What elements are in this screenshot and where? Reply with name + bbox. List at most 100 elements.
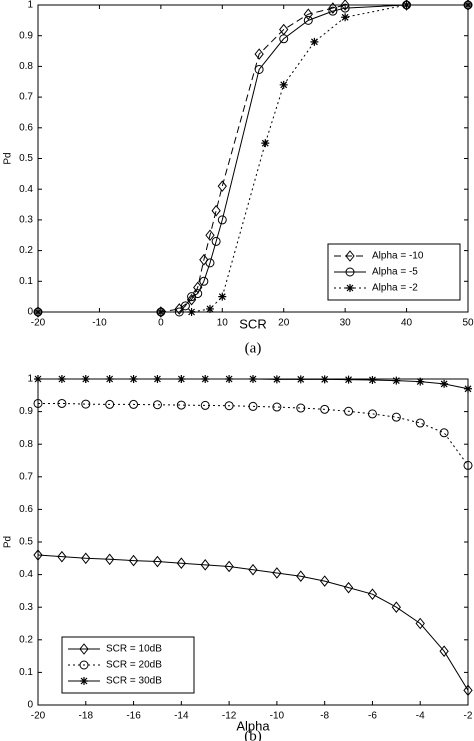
- data-point: [156, 306, 166, 318]
- legend-marker: [345, 250, 355, 262]
- y-tick-label: 0.9: [19, 406, 33, 417]
- legend-label: Alpha = -10: [372, 251, 424, 262]
- data-point: [129, 375, 138, 383]
- data-point: [152, 555, 163, 568]
- y-tick-label: 0.1: [19, 667, 33, 678]
- data-point: [272, 375, 281, 384]
- data-point: [368, 375, 377, 384]
- data-point: [401, 0, 412, 11]
- y-tick-label: 0.4: [19, 569, 33, 580]
- data-point: [193, 289, 203, 299]
- x-tick-label: -10: [270, 711, 285, 722]
- data-point: [217, 215, 227, 225]
- y-tick-label: 1: [27, 374, 33, 385]
- y-tick-label: 0.2: [19, 634, 33, 645]
- data-point: [193, 281, 203, 294]
- data-point: [367, 409, 377, 419]
- data-point: [57, 550, 67, 563]
- x-tick-label: -2: [464, 711, 473, 722]
- data-point: [392, 376, 401, 385]
- x-tick-label: -20: [31, 318, 46, 329]
- data-point: [105, 375, 114, 383]
- y-tick-label: 0.7: [19, 92, 33, 103]
- y-tick-label: 0.4: [19, 184, 33, 195]
- data-point: [296, 375, 305, 384]
- data-point: [217, 180, 227, 192]
- data-point: [205, 258, 215, 268]
- data-point: [415, 617, 425, 630]
- data-point: [33, 398, 43, 408]
- data-point: [211, 204, 221, 217]
- data-point: [343, 581, 354, 594]
- y-tick-label: 0.3: [19, 215, 33, 226]
- data-point: [254, 48, 264, 60]
- data-point: [440, 379, 449, 388]
- x-axis-label: Alpha: [236, 718, 270, 733]
- data-point: [340, 0, 350, 11]
- data-point: [176, 557, 186, 569]
- data-point: [367, 588, 378, 600]
- y-tick-label: 1: [27, 0, 33, 11]
- y-tick-label: 0.7: [19, 471, 33, 482]
- legend-marker: [80, 677, 88, 685]
- y-tick-label: 0.6: [19, 122, 33, 133]
- data-point: [129, 399, 139, 409]
- data-point: [81, 399, 91, 409]
- x-tick-label: -16: [126, 711, 141, 722]
- data-point: [156, 308, 165, 316]
- legend-label: SCR = 20dB: [106, 660, 162, 671]
- y-tick-label: 0.5: [19, 537, 33, 548]
- y-tick-label: 0.5: [19, 153, 33, 164]
- data-point: [211, 236, 221, 246]
- data-point: [187, 308, 196, 316]
- data-point: [463, 460, 473, 470]
- data-point: [391, 412, 401, 422]
- data-point: [201, 375, 210, 383]
- data-point: [57, 375, 66, 383]
- data-point: [328, 2, 338, 14]
- data-point: [199, 254, 209, 266]
- data-point: [105, 553, 115, 566]
- x-tick-label: -14: [174, 711, 189, 722]
- data-point: [200, 559, 210, 571]
- x-tick-label: 20: [278, 318, 290, 329]
- series-line: [37, 554, 469, 691]
- legend-label: Alpha = -2: [372, 283, 418, 294]
- x-tick-label: -18: [79, 711, 94, 722]
- caption: (a): [245, 340, 262, 356]
- y-tick-label: 0: [27, 307, 33, 318]
- data-point: [340, 3, 350, 13]
- legend-label: SCR = 30dB: [106, 676, 162, 687]
- data-point: [254, 64, 264, 74]
- data-point: [205, 229, 215, 242]
- x-tick-label: -6: [368, 711, 377, 722]
- y-tick-label: 0.8: [19, 61, 33, 72]
- data-point: [391, 601, 401, 614]
- data-point: [296, 570, 306, 583]
- data-point: [34, 308, 42, 316]
- y-tick-label: 0.6: [19, 504, 33, 515]
- data-point: [320, 375, 329, 384]
- x-tick-label: 10: [217, 318, 229, 329]
- data-point: [272, 402, 282, 412]
- data-point: [224, 560, 234, 573]
- y-tick-label: 0.3: [19, 602, 33, 613]
- data-point: [81, 375, 90, 383]
- data-point: [463, 0, 473, 11]
- data-point: [33, 549, 43, 561]
- data-point: [225, 375, 234, 383]
- data-point: [402, 1, 411, 9]
- data-point: [180, 301, 190, 311]
- legend-marker: [79, 643, 89, 655]
- series-line: [38, 402, 469, 466]
- data-point: [272, 567, 282, 579]
- data-point: [153, 375, 162, 383]
- y-tick-label: 0: [27, 700, 33, 711]
- data-point: [248, 401, 258, 411]
- data-point: [415, 418, 425, 428]
- data-point: [81, 552, 91, 565]
- data-point: [248, 563, 258, 576]
- data-point: [439, 428, 449, 438]
- data-point: [34, 375, 42, 383]
